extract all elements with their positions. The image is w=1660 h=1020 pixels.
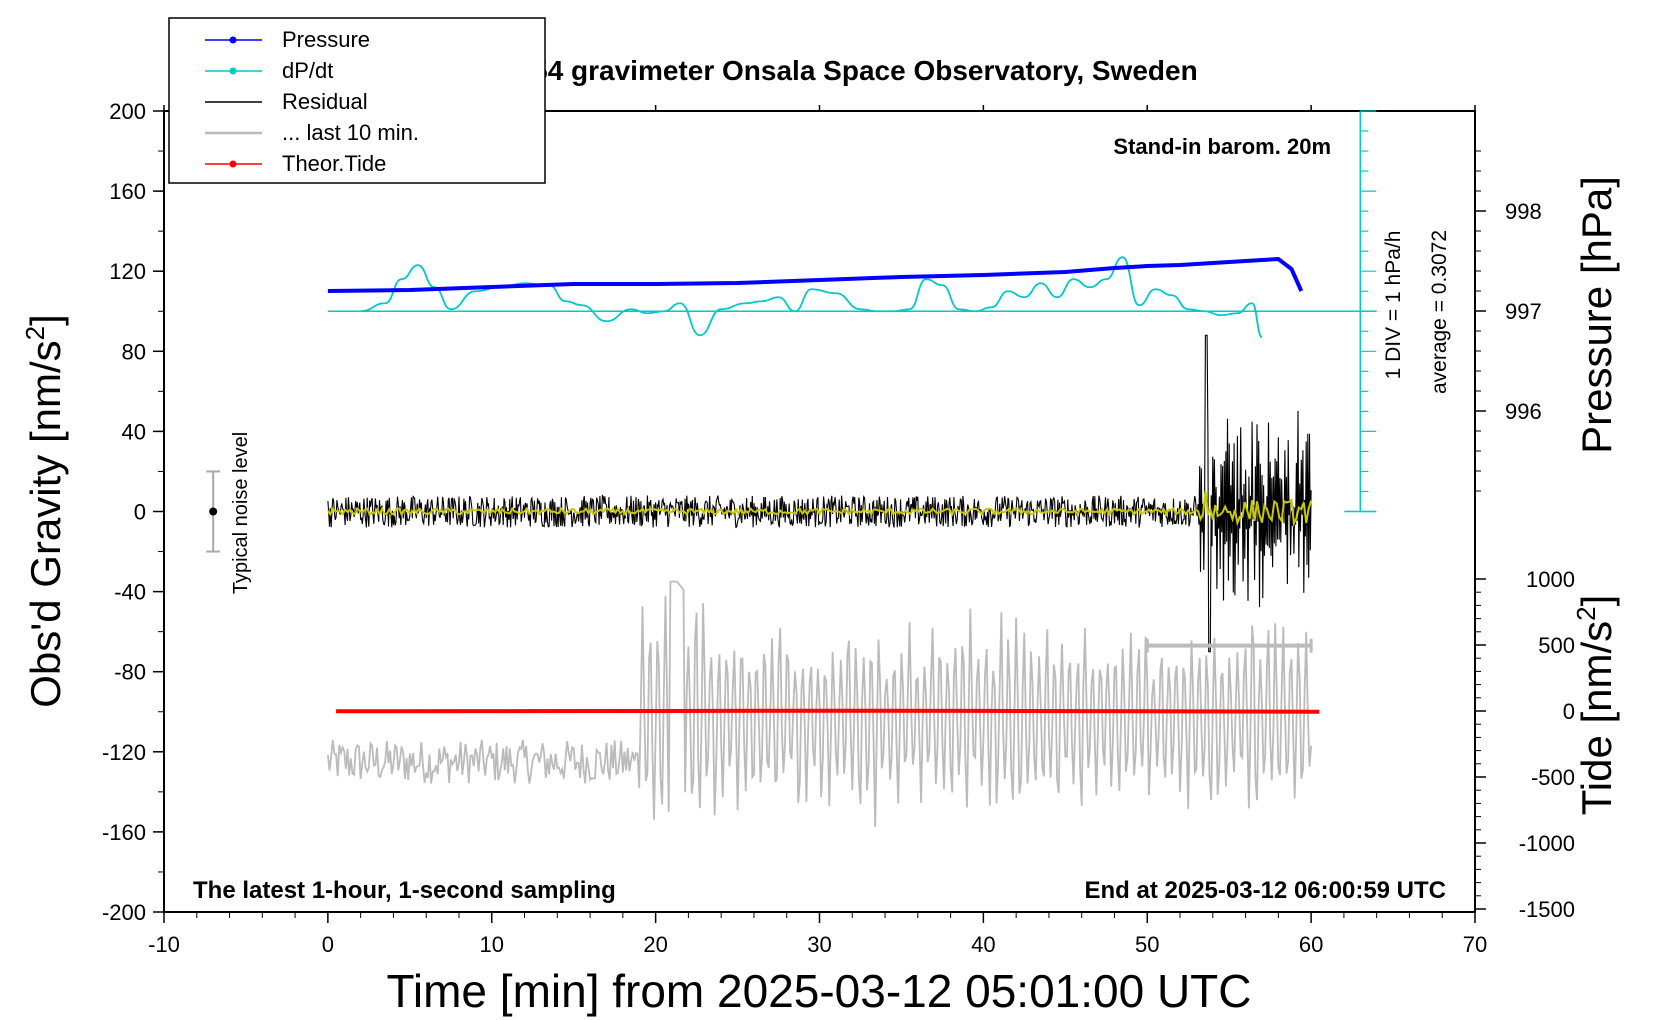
y-axis-label-pressure: Pressure [hPa] [1573,176,1620,454]
y-axis-label-left: Obs'd Gravity [nm/s2] [20,314,69,708]
x-tick-label: 30 [807,932,831,957]
tide-tick-label: -500 [1531,765,1575,790]
standin-barometer-note: Stand-in barom. 20m [1113,134,1331,159]
legend-label: Residual [282,89,368,114]
x-tick-label: 50 [1135,932,1159,957]
y-axis-label-tide-sup: 2 [1571,606,1601,620]
y-tick-label: 160 [109,179,146,204]
y-tick-label: 40 [122,419,146,444]
legend-box [168,17,546,184]
y-tick-label: -80 [114,660,146,685]
average-note: average = 0.3072 [1428,230,1451,394]
pressure-tick-label: 998 [1505,199,1542,224]
legend-marker [229,67,237,75]
tide-tick-label: 0 [1563,699,1575,724]
legend: Pressure dP/dt Residual ... last 10 min. The… [168,17,546,184]
y-axis-label-tide: Tide [nm/s2] [1571,595,1620,816]
x-tick-label: -10 [148,932,180,957]
tide-tick-label: -1000 [1519,831,1575,856]
tide-tick-label: 500 [1538,633,1575,658]
x-tick-label: 0 [322,932,334,957]
div-scale-note: 1 DIV = 1 hPa/h [1382,231,1405,380]
y-axis-label-left-text: Obs'd Gravity [nm/s [22,340,69,707]
y-tick-label: -40 [114,580,146,605]
y-tick-label: 0 [134,500,146,525]
x-tick-label: 10 [480,932,504,957]
y-tick-label: 120 [109,259,146,284]
noise-bar-center [209,507,218,516]
end-time-note: End at 2025-03-12 06:00:59 UTC [1085,877,1447,904]
y-tick-label: 80 [122,339,146,364]
series-layer [206,110,1377,828]
legend-marker [229,160,237,168]
y-tick-label: -200 [102,900,146,925]
x-axis-label: Time [min] from 2025-03-12 05:01:00 UTC [387,965,1252,1017]
tide-tick-label: -1500 [1519,897,1575,922]
y-axis-label-tide-text: Tide [nm/s [1573,621,1620,816]
x-tick-label: 70 [1463,932,1487,957]
latest-hour-note: The latest 1-hour, 1-second sampling [193,877,616,904]
axis-ticks: -10 0 10 20 30 40 50 60 70 200 160 120 80 40 0 -40 -80 -1… [102,99,1575,957]
tide-tick-label: 1000 [1526,567,1575,592]
y-tick-label: 200 [109,99,146,124]
chart-title: SCG_054 gravimeter Onsala Space Observat… [440,55,1197,86]
series-residual-smoothed-line [327,491,1313,528]
pressure-tick-label: 997 [1505,299,1542,324]
x-tick-label: 60 [1299,932,1323,957]
y-tick-label: -160 [102,820,146,845]
series-tide-line [336,708,1320,714]
legend-label: Pressure [282,27,370,52]
y-axis-label-left-close: ] [22,314,69,326]
x-tick-label: 40 [971,932,995,957]
legend-label: dP/dt [282,58,333,83]
legend-label: ... last 10 min. [282,120,419,145]
noise-level-label: Typical noise level [230,432,252,594]
legend-marker [229,36,237,44]
legend-label: Theor.Tide [282,151,386,176]
y-axis-label-tide-close: ] [1573,595,1620,607]
pressure-tick-label: 996 [1505,399,1542,424]
series-last10-line [327,580,1312,828]
x-tick-label: 20 [643,932,667,957]
series-pressure-line [327,257,1304,293]
y-tick-label: -120 [102,740,146,765]
y-axis-label-left-sup: 2 [20,326,50,340]
